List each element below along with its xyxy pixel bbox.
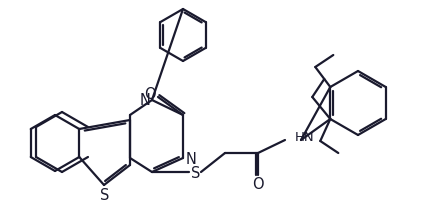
- Text: N: N: [186, 152, 197, 167]
- Text: HN: HN: [295, 130, 315, 143]
- Text: O: O: [144, 86, 156, 101]
- Text: O: O: [252, 176, 264, 191]
- Text: N: N: [139, 92, 150, 108]
- Text: S: S: [101, 187, 110, 202]
- Text: S: S: [191, 165, 201, 180]
